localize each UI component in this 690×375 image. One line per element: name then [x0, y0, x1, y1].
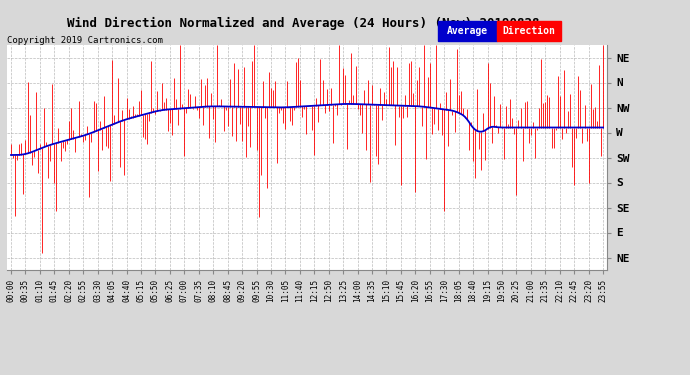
Text: Copyright 2019 Cartronics.com: Copyright 2019 Cartronics.com: [7, 36, 163, 45]
Text: Wind Direction Normalized and Average (24 Hours) (New) 20190828: Wind Direction Normalized and Average (2…: [68, 17, 540, 30]
Text: Direction: Direction: [502, 26, 555, 36]
Text: Average: Average: [447, 26, 488, 36]
